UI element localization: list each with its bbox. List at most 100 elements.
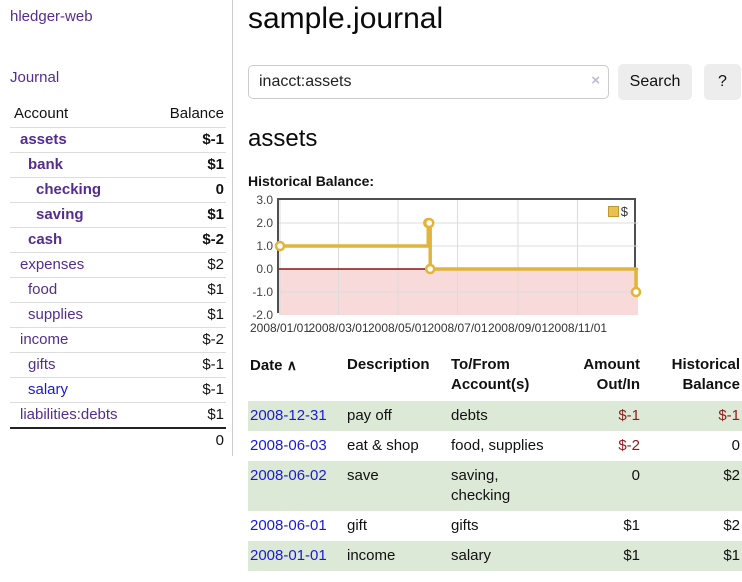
account-link-gifts[interactable]: gifts [28,356,56,373]
register-row: 2008-06-01 gift gifts $1 $2 [248,511,742,541]
account-tree: Account Balance assets $-1 bank $1 checking 0… [10,101,226,453]
main-content: sample.journal × Search ? assets Histori… [248,0,742,571]
search-form: × Search ? [248,64,742,100]
y-tick-label: 3.0 [256,193,273,207]
account-tree-row: income $-2 [10,327,226,353]
register-header-description: Description [347,356,430,373]
register-row: 2008-06-03 eat & shop food, supplies $-2 0 [248,431,742,461]
chart-plot-area: $ [274,198,642,315]
account-tree-row: supplies $1 [10,302,226,328]
account-link-salary[interactable]: salary [28,381,69,398]
account-link-income[interactable]: income [20,331,69,348]
account-tree-row: gifts $-1 [10,352,226,378]
sidebar-item-journal[interactable]: Journal [10,69,60,86]
x-tick-label: 2008/11/01 [547,321,608,335]
account-link-supplies[interactable]: supplies [28,306,84,323]
account-balance: $-1 [148,352,226,378]
x-tick-label: 2008/09/01 [487,321,548,335]
account-tree-row: liabilities:debts $1 [10,402,226,428]
amount-cell: $1 [555,541,642,571]
accounts-cell: salary [449,541,555,571]
accounts-cell: debts [449,401,555,431]
description-cell: eat & shop [347,437,419,454]
transaction-date-link[interactable]: 2008-12-31 [250,407,327,424]
account-balance: $1 [148,302,226,328]
register-row: 2008-12-31 pay off debts $-1 $-1 [248,401,742,431]
account-tree-row: bank $1 [10,152,226,178]
x-tick-label: 2008/05/01 [367,321,429,335]
account-link-liabilities-debts[interactable]: liabilities:debts [20,406,118,423]
account-balance: $1 [148,277,226,303]
account-balance: $1 [148,402,226,428]
chart-canvas [274,200,642,315]
account-tree-row: salary $-1 [10,377,226,403]
x-tick-label: 2008/03/01 [308,321,369,335]
amount-cell: $-1 [555,401,642,431]
account-tree-body: assets $-1 bank $1 checking 0 saving $1 cash $-2 e… [10,127,226,428]
account-link-assets[interactable]: assets [20,131,67,148]
accounts-cell: food, supplies [451,437,544,454]
date-cell: 2008-06-03 [248,431,345,461]
account-tree-total-row: 0 [10,427,226,453]
transaction-date-link[interactable]: 2008-06-03 [250,437,327,454]
account-balance: $1 [148,152,226,178]
account-balance: $-2 [148,227,226,253]
search-input[interactable] [248,65,609,99]
page-title: sample.journal [248,2,444,35]
description-cell: income [345,541,449,571]
y-tick-label: 1.0 [256,239,273,253]
account-link-food[interactable]: food [28,281,58,298]
legend-swatch-icon [607,206,619,217]
description-cell: save [345,461,449,511]
clear-search-icon[interactable]: × [591,72,600,89]
help-button[interactable]: ? [704,64,741,100]
amount-cell: 0 [555,461,642,511]
search-button[interactable]: Search [618,64,692,100]
date-cell: 2008-12-31 [248,401,345,431]
sidebar: hledger-web Journal Account Balance asse… [0,0,233,456]
account-balance: $2 [148,252,226,278]
account-balance: $-1 [148,127,226,153]
register-header-accounts: To/From Account(s) [451,356,530,393]
account-column-header: Account [14,105,69,122]
amount-cell: $1 [623,517,640,534]
accounts-cell: gifts [451,517,479,534]
date-cell: 2008-06-01 [248,511,345,541]
y-tick-label: -1.0 [252,285,273,299]
amount-cell: $-2 [618,437,640,454]
y-tick-label: 0.0 [256,262,273,276]
account-tree-row: checking 0 [10,177,226,203]
register-header-balance: Historical Balance [671,356,740,393]
account-balance: 0 [148,177,226,203]
y-tick-label: -2.0 [252,308,273,322]
account-tree-row: food $1 [10,277,226,303]
chart-legend: $ [606,204,629,219]
balance-column-header: Balance [169,105,224,122]
account-balance: $-2 [148,327,226,353]
register-body: 2008-12-31 pay off debts $-1 $-1 2008-06-03 ea… [248,401,742,571]
balance-cell: $2 [723,517,740,534]
app-brand-link[interactable]: hledger-web [10,8,93,25]
transaction-date-link[interactable]: 2008-06-01 [250,517,327,534]
account-tree-row: saving $1 [10,202,226,228]
y-tick-label: 2.0 [256,216,273,230]
account-link-expenses[interactable]: expenses [20,256,85,273]
account-balance: $-1 [148,377,226,403]
account-link-bank[interactable]: bank [28,156,64,173]
account-tree-row: expenses $2 [10,252,226,278]
date-cell: 2008-01-01 [248,541,345,571]
account-link-saving[interactable]: saving [36,206,84,223]
date-cell: 2008-06-02 [248,461,345,511]
description-cell: pay off [345,401,449,431]
transaction-date-link[interactable]: 2008-06-02 [250,467,327,484]
register-header-date[interactable]: Date ∧ [248,353,345,401]
account-link-checking[interactable]: checking [36,181,102,198]
account-heading: assets [248,125,318,152]
legend-label: $ [620,204,628,219]
accounts-cell: saving, checking [449,461,555,511]
chart-title: Historical Balance: [248,173,375,189]
account-link-cash[interactable]: cash [28,231,63,248]
date-header-label: Date [250,357,283,374]
transaction-date-link[interactable]: 2008-01-01 [250,547,327,564]
account-tree-row: cash $-2 [10,227,226,253]
